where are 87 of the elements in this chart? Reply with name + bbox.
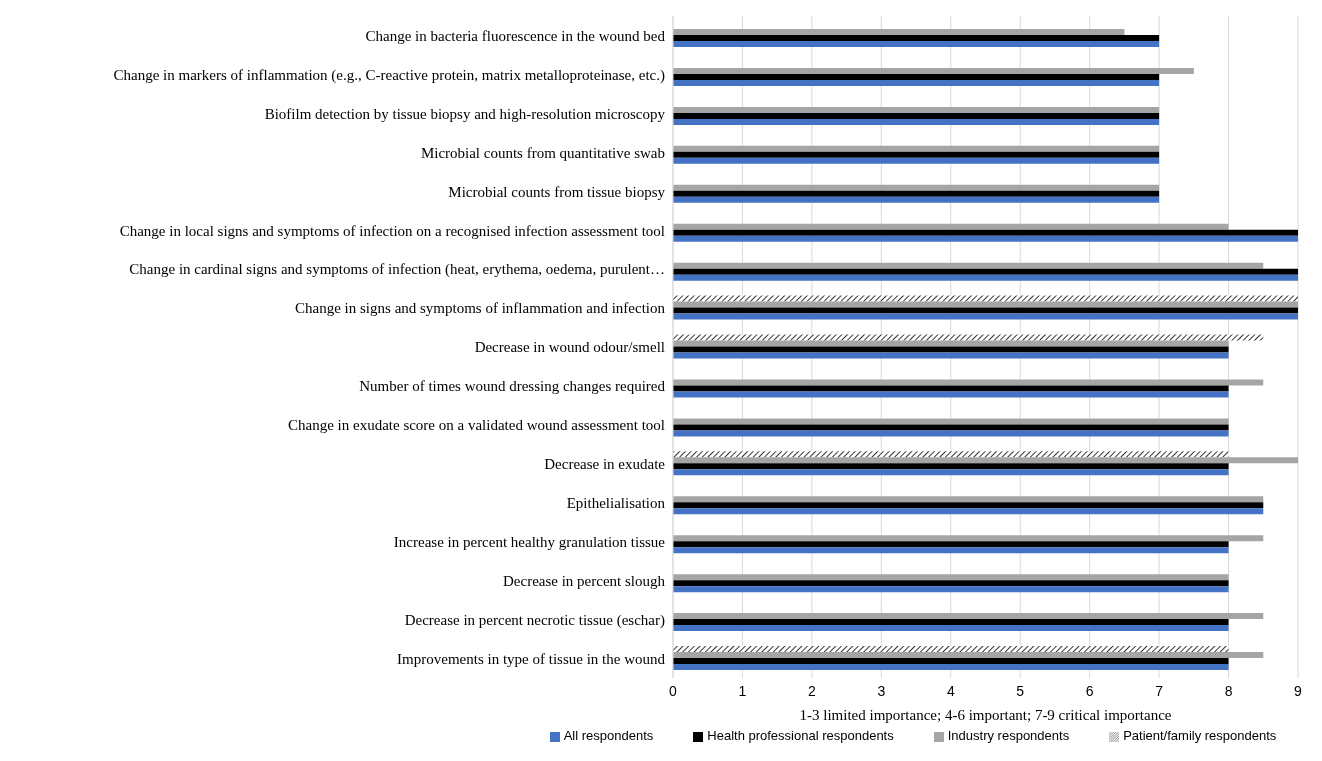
bar	[673, 313, 1298, 320]
x-axis-title: 1-3 limited importance; 4-6 important; 7-9 critical importance	[799, 707, 1172, 723]
bar	[673, 547, 1229, 554]
bar	[673, 541, 1229, 548]
bar	[673, 145, 1160, 152]
bar	[673, 385, 1229, 392]
bar	[673, 451, 1229, 458]
y-tick-label: Change in markers of inflammation (e.g., C-reactive protein, matrix metalloproteinase, etc.)	[113, 66, 665, 84]
bar	[673, 496, 1264, 503]
bar	[673, 274, 1298, 281]
y-tick-label: Decrease in exudate	[544, 456, 666, 473]
bar	[673, 619, 1229, 626]
x-tick-label: 7	[1155, 682, 1164, 699]
x-tick-label: 3	[877, 682, 886, 699]
x-tick-label: 6	[1085, 682, 1094, 699]
bar	[673, 235, 1298, 242]
bar	[673, 430, 1229, 437]
x-tick-label: 9	[1294, 682, 1303, 699]
bar	[673, 658, 1229, 665]
bar	[673, 502, 1264, 509]
bar	[673, 67, 1194, 74]
bar	[673, 580, 1229, 587]
bar	[673, 535, 1264, 542]
bar	[673, 184, 1160, 191]
bar	[673, 106, 1160, 113]
y-tick-label: Biofilm detection by tissue biopsy and high-resolution microscopy	[264, 105, 666, 122]
y-tick-label: Increase in percent healthy granulation tissue	[393, 534, 666, 551]
bar	[673, 223, 1229, 230]
bar	[673, 73, 1160, 80]
bar	[673, 469, 1229, 476]
bar	[673, 652, 1264, 659]
y-tick-label: Change in local signs and symptoms of infection on a recognised infection assessment tool	[119, 222, 665, 239]
y-tick-label: Change in cardinal signs and symptoms of infection (heat, erythema, oedema, purulent…	[129, 261, 665, 279]
bar	[673, 196, 1160, 203]
bar	[673, 229, 1298, 236]
bar	[673, 457, 1298, 464]
bar	[673, 301, 1298, 308]
x-tick-label: 1	[738, 682, 747, 699]
y-tick-label: Microbial counts from quantitative swab	[420, 144, 665, 161]
x-tick-label: 0	[669, 682, 678, 699]
y-tick-label: Microbial counts from tissue biopsy	[448, 183, 666, 200]
legend-label: All respondents	[563, 728, 654, 743]
bar	[673, 463, 1229, 470]
bar	[673, 586, 1229, 593]
bar	[673, 268, 1298, 275]
bar	[673, 508, 1264, 515]
bar	[673, 112, 1160, 119]
y-tick-label: Decrease in percent necrotic tissue (eschar)	[404, 611, 665, 629]
bar	[673, 625, 1229, 632]
bar	[673, 391, 1229, 398]
bar	[673, 35, 1160, 41]
bar	[673, 418, 1229, 425]
bar	[673, 664, 1229, 671]
bar	[673, 346, 1229, 353]
bar	[673, 29, 1125, 35]
x-tick-label: 4	[946, 682, 955, 699]
bar	[673, 307, 1298, 314]
x-tick-label: 2	[807, 682, 816, 699]
x-tick-label: 8	[1224, 682, 1233, 699]
y-tick-label: Change in signs and symptoms of inflammation and infection	[295, 300, 666, 317]
bar	[673, 79, 1160, 86]
y-tick-label: Decrease in percent slough	[502, 572, 666, 589]
bar	[673, 190, 1160, 197]
legend-label: Industry respondents	[947, 728, 1070, 743]
bar	[673, 41, 1160, 47]
y-tick-label: Improvements in type of tissue in the wound	[397, 650, 666, 667]
bar	[673, 424, 1229, 431]
bar	[673, 151, 1160, 158]
y-tick-label: Change in bacteria fluorescence in the wound bed	[365, 27, 666, 44]
bar	[673, 340, 1229, 347]
bar	[673, 574, 1229, 581]
legend-label: Health professional respondents	[707, 728, 894, 743]
bar	[673, 646, 1229, 653]
y-tick-label: Epithelialisation	[566, 495, 666, 512]
bar	[673, 262, 1264, 269]
bar	[673, 118, 1160, 125]
y-tick-label: Decrease in wound odour/smell	[474, 339, 665, 356]
y-tick-label: Number of times wound dressing changes required	[359, 378, 666, 395]
bar	[673, 157, 1160, 164]
x-tick-label: 5	[1016, 682, 1025, 699]
legend-label: Patient/family respondents	[1123, 728, 1277, 743]
bar	[673, 379, 1264, 386]
bar	[673, 613, 1264, 620]
bar	[673, 352, 1229, 359]
bar	[673, 295, 1298, 302]
bar	[673, 334, 1264, 341]
y-tick-label: Change in exudate score on a validated wound assessment tool	[288, 417, 665, 434]
